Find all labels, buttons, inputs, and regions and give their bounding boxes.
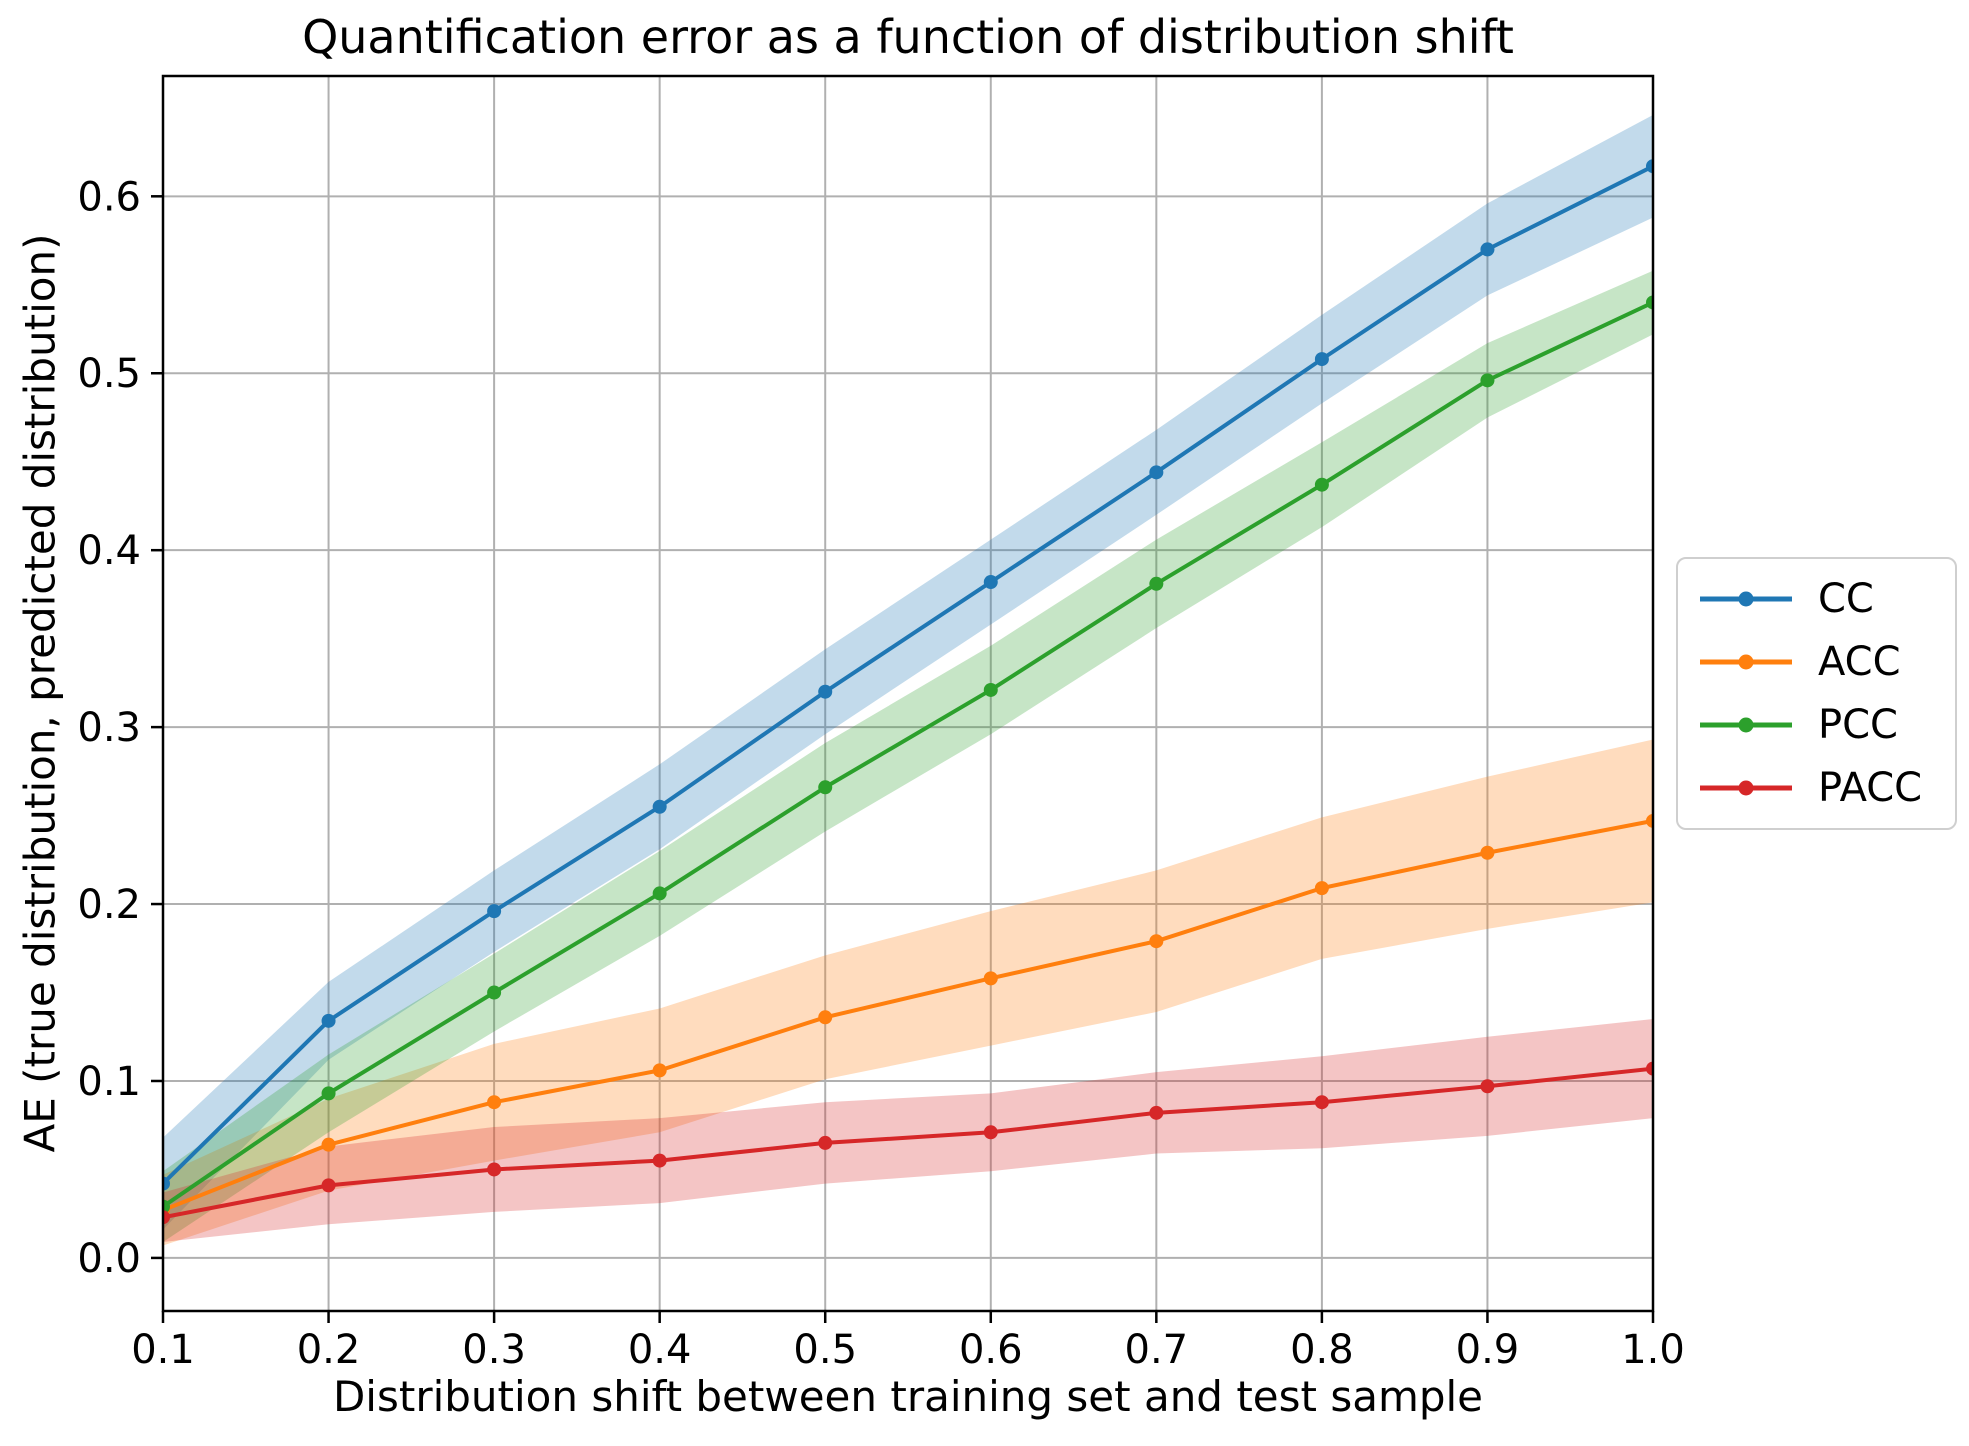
legend-line-acc-icon xyxy=(1700,654,1792,670)
x-tick-label: 0.5 xyxy=(793,1327,857,1373)
series-marker-cc xyxy=(1646,159,1653,174)
series-marker-acc xyxy=(1480,845,1495,860)
ticks: 0.1 0.2 0.3 0.4 0.5 0.6 0.7 0.8 0.9 1.0 0.0 0.1 0.2 0… xyxy=(77,174,1684,1373)
series-marker-pacc xyxy=(1480,1079,1495,1094)
series-marker-pacc xyxy=(983,1125,998,1140)
x-tick-label: 0.9 xyxy=(1456,1327,1520,1373)
legend: CC ACC PCC PACC xyxy=(1676,557,1957,830)
series-marker-pcc xyxy=(1480,373,1495,388)
y-tick-label: 0.4 xyxy=(77,528,141,574)
series-marker-acc xyxy=(1646,813,1653,828)
x-axis-label: Distribution shift between training set … xyxy=(332,1372,1484,1421)
series-line-pacc xyxy=(163,1066,1653,1220)
series-line-cc xyxy=(163,164,1653,1186)
legend-line-pcc-icon xyxy=(1700,717,1792,733)
y-tick-label: 0.2 xyxy=(77,882,141,928)
series-marker-pacc xyxy=(321,1178,336,1193)
y-tick-label: 0.3 xyxy=(77,705,141,751)
series-marker-pacc xyxy=(818,1135,833,1150)
x-tick-label: 0.7 xyxy=(1125,1327,1189,1373)
series-marker-pcc xyxy=(983,682,998,697)
x-tick-label: 0.8 xyxy=(1290,1327,1354,1373)
confidence-bands xyxy=(163,114,1653,1246)
plot-border xyxy=(161,74,1655,1313)
series-marker-cc xyxy=(1149,465,1164,480)
series-marker-pcc xyxy=(818,780,833,795)
series-marker-cc xyxy=(652,799,667,814)
series-band-cc xyxy=(163,114,1653,1230)
series-marker-cc xyxy=(1314,352,1329,367)
series-band-pacc xyxy=(163,1019,1653,1242)
legend-item-pacc: PACC xyxy=(1698,768,1947,808)
series-marker-pcc xyxy=(163,1199,170,1214)
legend-line-cc-icon xyxy=(1700,591,1792,607)
legend-item-acc: ACC xyxy=(1698,642,1947,682)
series-line-acc xyxy=(163,818,1653,1213)
x-tick-label: 0.4 xyxy=(628,1327,692,1373)
series-marker-pacc xyxy=(1646,1061,1653,1076)
series-marker-acc xyxy=(321,1137,336,1152)
series-band-acc xyxy=(163,739,1653,1246)
y-tick-label: 0.5 xyxy=(77,351,141,397)
series-marker-pacc xyxy=(487,1162,502,1177)
series-marker-cc xyxy=(818,684,833,699)
series-marker-pacc xyxy=(1149,1105,1164,1120)
legend-line-pacc-icon xyxy=(1700,780,1792,796)
y-tick-label: 0.6 xyxy=(77,174,141,220)
x-tick-label: 1.0 xyxy=(1621,1327,1685,1373)
x-tick-label: 0.2 xyxy=(297,1327,361,1373)
series-marker-acc xyxy=(1314,881,1329,896)
chart-title: Quantification error as a function of di… xyxy=(302,10,1514,64)
series-marker-pcc xyxy=(487,985,502,1000)
series-marker-pcc xyxy=(1149,576,1164,591)
series-marker-cc xyxy=(321,1013,336,1028)
series-line-pcc xyxy=(163,300,1653,1209)
series-marker-acc xyxy=(818,1010,833,1025)
x-tick-label: 0.1 xyxy=(131,1327,195,1373)
series-marker-acc xyxy=(652,1063,667,1078)
legend-label-pacc: PACC xyxy=(1818,765,1923,812)
legend-label-cc: CC xyxy=(1818,575,1874,622)
series-marker-pcc xyxy=(1646,295,1653,310)
series-marker-pacc xyxy=(163,1210,170,1225)
series-band-pcc xyxy=(163,270,1653,1242)
legend-item-pcc: PCC xyxy=(1698,705,1947,745)
y-tick-label: 0.1 xyxy=(77,1059,141,1105)
x-tick-label: 0.3 xyxy=(462,1327,526,1373)
series-marker-pacc xyxy=(652,1153,667,1168)
series-marker-pacc xyxy=(1314,1095,1329,1110)
series-marker-cc xyxy=(1480,242,1495,257)
x-tick-label: 0.6 xyxy=(959,1327,1023,1373)
series-marker-acc xyxy=(983,971,998,986)
y-tick-label: 0.0 xyxy=(77,1236,141,1282)
series-marker-acc xyxy=(487,1095,502,1110)
legend-label-pcc: PCC xyxy=(1818,702,1898,749)
series-marker-pcc xyxy=(652,886,667,901)
series-marker-pcc xyxy=(321,1086,336,1101)
legend-label-acc: ACC xyxy=(1818,638,1901,685)
series-marker-pcc xyxy=(1314,477,1329,492)
series-lines xyxy=(163,159,1653,1225)
series-marker-cc xyxy=(487,904,502,919)
series-marker-cc xyxy=(983,575,998,590)
series-marker-acc xyxy=(1149,934,1164,949)
series-marker-cc xyxy=(163,1176,170,1191)
legend-item-cc: CC xyxy=(1698,579,1947,619)
